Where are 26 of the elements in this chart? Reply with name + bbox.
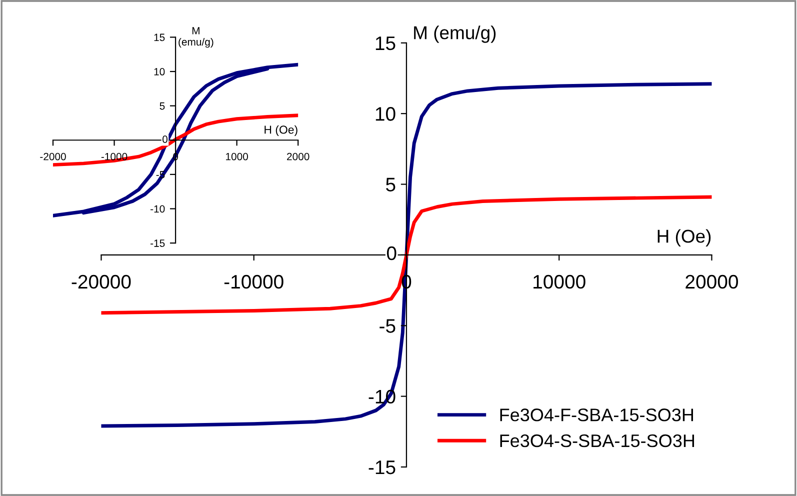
- x-tick-label: 2000: [287, 152, 310, 160]
- y-tick-label: 10: [154, 68, 165, 76]
- x-tick-label: 10000: [534, 274, 586, 289]
- y-tick-label: 5: [386, 178, 396, 192]
- y-tick-label: 10: [376, 107, 396, 121]
- x-tick-label: -10000: [224, 274, 284, 289]
- x-tick-label: -20000: [72, 274, 131, 289]
- legend-label: Fe3O4-S-SBA-15-SO3H: [500, 434, 694, 448]
- y-axis-title: M (emu/g): [414, 26, 496, 43]
- y-tick-label: -10: [150, 205, 165, 213]
- y-tick-label: -5: [380, 319, 396, 333]
- y-tick-label: 0: [386, 246, 396, 260]
- y-axis-title: M (emu/g): [178, 27, 214, 48]
- x-axis-title: H (Oe): [658, 229, 711, 246]
- legend-label: Fe3O4-F-SBA-15-SO3H: [500, 408, 693, 422]
- y-tick-label: 0: [162, 136, 168, 143]
- y-tick-label: 15: [376, 36, 396, 50]
- y-tick-label: 5: [160, 102, 165, 110]
- y-tick-label: -15: [368, 460, 396, 474]
- x-tick-label: 20000: [686, 274, 738, 289]
- x-tick-label: -2000: [40, 152, 66, 160]
- x-tick-label: 1000: [226, 152, 248, 160]
- x-tick-label: -1000: [101, 152, 128, 160]
- x-axis-title: H (Oe): [264, 125, 298, 136]
- y-tick-label: 15: [154, 34, 165, 42]
- y-tick-label: -15: [150, 240, 165, 247]
